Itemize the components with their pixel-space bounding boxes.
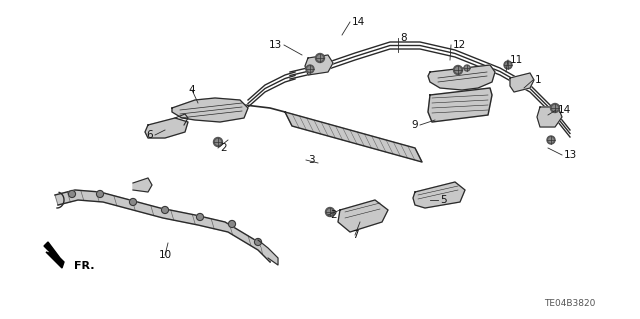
Circle shape [456, 68, 460, 72]
Circle shape [68, 190, 76, 197]
Text: 13: 13 [564, 150, 577, 160]
Text: 8: 8 [400, 33, 406, 43]
Circle shape [504, 61, 512, 69]
Circle shape [214, 137, 223, 146]
Circle shape [308, 67, 312, 71]
Text: 12: 12 [453, 40, 467, 50]
Polygon shape [537, 107, 562, 127]
Polygon shape [55, 190, 270, 262]
Polygon shape [172, 98, 248, 122]
Text: 13: 13 [269, 40, 282, 50]
Polygon shape [510, 73, 534, 92]
Text: 1: 1 [535, 75, 541, 85]
Polygon shape [305, 55, 333, 75]
Circle shape [454, 65, 463, 75]
Polygon shape [133, 178, 152, 192]
Circle shape [548, 138, 553, 142]
Text: 3: 3 [308, 155, 315, 165]
Text: 11: 11 [510, 55, 524, 65]
Text: 4: 4 [189, 85, 195, 95]
Text: 5: 5 [440, 195, 447, 205]
Text: FR.: FR. [74, 261, 95, 271]
Circle shape [306, 65, 314, 73]
Circle shape [161, 206, 168, 213]
Circle shape [129, 198, 136, 205]
Text: TE04B3820: TE04B3820 [544, 299, 596, 308]
Polygon shape [338, 200, 388, 232]
Circle shape [464, 65, 470, 71]
Polygon shape [44, 242, 64, 268]
Circle shape [465, 66, 468, 70]
Polygon shape [285, 112, 422, 162]
Circle shape [316, 54, 324, 63]
Circle shape [552, 106, 557, 110]
Circle shape [216, 139, 220, 145]
Polygon shape [413, 182, 465, 208]
Text: 6: 6 [147, 130, 153, 140]
Circle shape [547, 136, 555, 144]
Text: 2: 2 [330, 210, 337, 220]
Text: 2: 2 [220, 143, 227, 153]
Polygon shape [428, 88, 492, 122]
Circle shape [550, 103, 559, 113]
Circle shape [196, 213, 204, 220]
Circle shape [506, 63, 510, 67]
Polygon shape [258, 240, 278, 265]
Text: 10: 10 [159, 250, 172, 260]
Text: 14: 14 [352, 17, 365, 27]
Circle shape [255, 239, 262, 246]
Circle shape [326, 207, 335, 217]
Text: 7: 7 [352, 230, 358, 240]
Text: 14: 14 [558, 105, 572, 115]
Text: 9: 9 [412, 120, 418, 130]
Polygon shape [428, 65, 495, 90]
Circle shape [328, 210, 332, 214]
Circle shape [317, 56, 323, 61]
Circle shape [228, 220, 236, 227]
Circle shape [97, 190, 104, 197]
Polygon shape [145, 118, 188, 138]
